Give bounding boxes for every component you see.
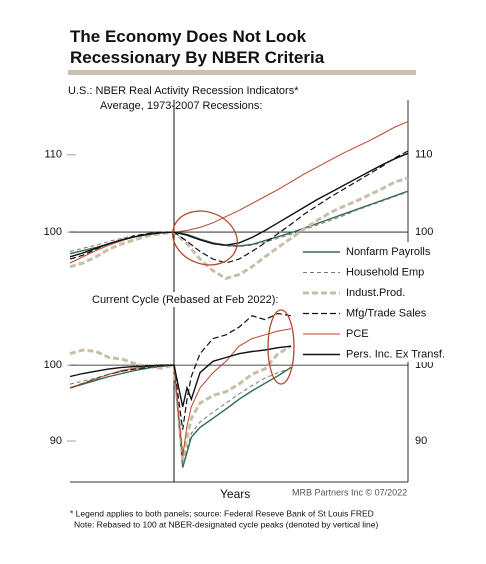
x-axis-label: Years [220,487,250,501]
y-tick-label: 90 [50,435,62,447]
legend-label: Household Emp [346,266,424,278]
y2-tick-label: 100 [415,226,433,238]
legend-label: Indust.Prod. [346,287,405,299]
plot: 100 100 110 110 90 90 100 100 [44,100,433,482]
panel-title: Average, 1973-2007 Recessions: [100,100,262,112]
series-line [69,364,292,468]
source: MRB Partners Inc © 07/2022 [292,487,407,497]
series-line [69,328,292,457]
legend: Nonfarm Payrolls Household Emp Indust.Prod… [300,242,465,362]
series-line [69,345,292,408]
series-line [69,176,409,281]
series-line [69,150,409,264]
note: * Legend applies to both panels; source:… [70,508,374,518]
y-tick-label: 100 [44,226,62,238]
y2-tick-label: 110 [415,149,433,161]
series-line [69,152,409,258]
y-tick-label: 110 [44,149,62,161]
note: Note: Rebased to 100 at NBER-designated … [74,519,378,529]
legend-bg [300,242,465,362]
y2-tick-label: 90 [415,435,427,447]
panel-title: Current Cycle (Rebased at Feb 2022): [92,294,278,306]
legend-label: PCE [346,328,369,340]
panel-title-bg [92,292,298,307]
chart-title: The Economy Does Not Look Recessionary B… [70,27,325,67]
subtitle: U.S.: NBER Real Activity Recession Indic… [68,85,299,97]
y-tick-label: 100 [44,359,62,371]
y2-tick-label: 100 [415,359,433,371]
series-line [69,121,409,264]
legend-label: Mfg/Trade Sales [346,307,427,319]
legend-label: Pers. Inc. Ex Transf. [346,348,445,360]
highlight-ellipse [267,309,295,385]
legend-label: Nonfarm Payrolls [346,246,431,258]
highlight-ellipse [172,210,238,266]
series-line [69,191,409,252]
title-rule [68,70,416,75]
series-line [69,344,292,461]
